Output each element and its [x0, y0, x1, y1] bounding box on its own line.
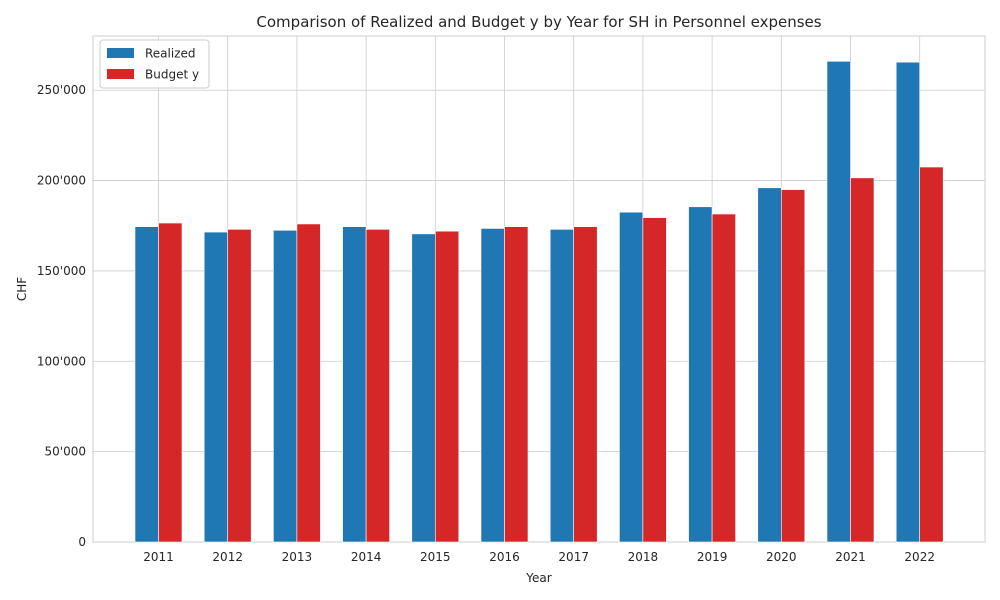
bars	[134, 60, 944, 543]
x-tick-label-2016: 2016	[489, 550, 520, 564]
x-tick-label-2019: 2019	[697, 550, 728, 564]
y-tick-label-1: 50'000	[45, 445, 86, 459]
chart-title: Comparison of Realized and Budget y by Y…	[256, 13, 821, 31]
bar-realized-2019	[688, 206, 713, 543]
x-axis-label: Year	[525, 571, 551, 585]
bar-budget-y-2014	[365, 229, 390, 543]
x-tick-label-2011: 2011	[143, 550, 174, 564]
x-tick-label-2013: 2013	[282, 550, 313, 564]
y-tick-label-4: 200'000	[37, 174, 86, 188]
y-axis-label: CHF	[15, 277, 29, 301]
bar-budget-y-2016	[504, 226, 529, 543]
bar-budget-y-2021	[850, 177, 875, 543]
x-tick-labels: 2011 2012 2013 2014 2015 2016 2017 2018 2019 2020…	[143, 550, 935, 564]
legend-swatch-realized	[107, 48, 134, 58]
bar-realized-2014	[342, 226, 367, 543]
x-tick-label-2017: 2017	[558, 550, 589, 564]
bar-realized-2018	[619, 211, 644, 543]
bar-realized-2021	[826, 60, 851, 543]
bar-realized-2022	[895, 61, 921, 543]
x-tick-label-2014: 2014	[351, 550, 382, 564]
bar-realized-2016	[480, 228, 505, 543]
bar-budget-y-2019	[711, 213, 736, 543]
x-tick-label-2022: 2022	[904, 550, 935, 564]
legend-label-budget-y: Budget y	[145, 68, 199, 82]
bar-budget-y-2013	[296, 223, 321, 543]
legend: Realized Budget y	[99, 39, 210, 89]
bar-budget-y-2022	[919, 166, 944, 543]
bar-realized-2013	[273, 229, 298, 543]
bar-realized-2020	[757, 187, 782, 543]
bar-budget-y-2020	[780, 189, 806, 543]
bar-budget-y-2018	[642, 217, 667, 543]
legend-label-realized: Realized	[145, 47, 196, 61]
bar-budget-y-2011	[158, 222, 183, 543]
y-tick-label-2: 100'000	[37, 354, 86, 368]
y-tick-label-5: 250'000	[37, 83, 86, 97]
legend-swatch-budget-y	[107, 69, 134, 79]
x-tick-label-2012: 2012	[212, 550, 243, 564]
bar-realized-2012	[203, 231, 228, 543]
y-tick-label-0: 0	[78, 535, 86, 549]
plot-frame	[92, 35, 986, 543]
y-tick-labels: 0 50'000 100'000 150'000 200'000 250'000	[37, 83, 86, 549]
bar-realized-2017	[549, 229, 575, 543]
bar-budget-y-2015	[434, 230, 460, 543]
y-tick-label-3: 150'000	[37, 264, 86, 278]
bar-realized-2011	[134, 226, 159, 543]
bar-budget-y-2017	[573, 226, 598, 543]
x-tick-label-2021: 2021	[835, 550, 866, 564]
x-tick-label-2020: 2020	[766, 550, 797, 564]
bar-realized-2015	[411, 233, 436, 543]
x-tick-label-2018: 2018	[628, 550, 659, 564]
x-tick-label-2015: 2015	[420, 550, 451, 564]
bar-budget-y-2012	[227, 229, 252, 543]
